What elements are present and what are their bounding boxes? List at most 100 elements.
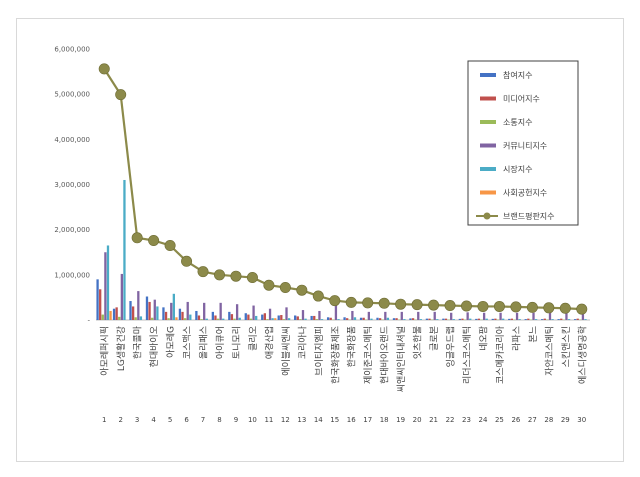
category-label: 잇츠한불 bbox=[412, 326, 424, 359]
bar-커뮤니티지수-22 bbox=[450, 312, 453, 320]
bar-시장지수-20 bbox=[419, 319, 422, 320]
bar-소통지수-22 bbox=[447, 319, 450, 321]
category-number: 17 bbox=[363, 416, 372, 424]
category-label: 코스맥스 bbox=[182, 326, 193, 359]
bar-시장지수-10 bbox=[255, 315, 258, 320]
reputation-point-7 bbox=[197, 266, 209, 278]
y-tick-label: - bbox=[87, 317, 90, 325]
bars bbox=[96, 179, 587, 321]
bar-시장지수-25 bbox=[502, 318, 505, 320]
reputation-point-29 bbox=[559, 302, 571, 314]
bar-미디어지수-1 bbox=[99, 289, 102, 320]
bar-커뮤니티지수-27 bbox=[532, 312, 535, 320]
bar-미디어지수-30 bbox=[576, 318, 579, 320]
bar-커뮤니티지수-13 bbox=[301, 310, 305, 320]
bar-소통지수-10 bbox=[249, 318, 253, 320]
bar-시장지수-23 bbox=[469, 318, 472, 320]
category-label: 씨앤씨인터내셔널 bbox=[396, 326, 407, 392]
bar-참여지수-27 bbox=[524, 319, 527, 320]
bar-시장지수-8 bbox=[222, 318, 225, 320]
bar-소통지수-8 bbox=[216, 318, 220, 320]
reputation-point-28 bbox=[543, 302, 555, 314]
bar-소통지수-28 bbox=[546, 319, 549, 321]
category-label: 아이큐어 bbox=[215, 326, 226, 359]
bar-시장지수-26 bbox=[518, 319, 521, 320]
category-number: 12 bbox=[281, 416, 290, 424]
bar-미디어지수-2 bbox=[115, 307, 118, 320]
bar-소통지수-12 bbox=[282, 319, 286, 320]
category-label: LG생활건강 bbox=[115, 326, 127, 371]
reputation-point-30 bbox=[576, 303, 588, 315]
bar-커뮤니티지수-29 bbox=[565, 313, 568, 320]
category-number: 20 bbox=[413, 416, 422, 424]
reputation-point-16 bbox=[345, 296, 357, 308]
category-label: 에스디생명공학 bbox=[577, 326, 588, 384]
category-number: 3 bbox=[135, 416, 139, 424]
legend-swatch bbox=[480, 73, 496, 77]
bar-커뮤니티지수-24 bbox=[482, 312, 486, 320]
reputation-point-13 bbox=[296, 284, 308, 296]
bar-시장지수-1 bbox=[106, 245, 110, 320]
bar-참여지수-24 bbox=[475, 318, 478, 320]
reputation-point-20 bbox=[411, 299, 423, 311]
legend-swatch bbox=[480, 167, 496, 171]
bar-커뮤니티지수-4 bbox=[153, 299, 156, 320]
bar-시장지수-11 bbox=[271, 318, 274, 320]
bar-참여지수-5 bbox=[162, 307, 165, 320]
category-number: 9 bbox=[234, 416, 238, 424]
category-number: 18 bbox=[380, 416, 389, 424]
y-tick-label: 5,000,000 bbox=[54, 91, 90, 99]
category-number: 14 bbox=[314, 416, 323, 424]
reputation-point-15 bbox=[329, 295, 341, 307]
bar-사회공헌지수-5 bbox=[175, 317, 178, 320]
y-tick-label: 2,000,000 bbox=[54, 226, 90, 234]
category-label: 아모레퍼시픽 bbox=[100, 326, 111, 376]
bar-미디어지수-6 bbox=[181, 311, 184, 320]
bar-소통지수-29 bbox=[562, 319, 565, 321]
reputation-point-8 bbox=[214, 269, 226, 281]
bar-커뮤니티지수-15 bbox=[334, 304, 338, 320]
bar-소통지수-20 bbox=[414, 319, 417, 321]
bar-미디어지수-9 bbox=[230, 314, 234, 320]
bar-참여지수-16 bbox=[343, 317, 346, 320]
bar-미디어지수-14 bbox=[313, 315, 316, 320]
bar-참여지수-4 bbox=[145, 296, 149, 320]
bar-참여지수-10 bbox=[244, 313, 247, 320]
bar-참여지수-18 bbox=[376, 317, 379, 320]
bar-미디어지수-22 bbox=[444, 318, 448, 320]
category-number: 29 bbox=[561, 416, 570, 424]
reputation-point-10 bbox=[246, 272, 258, 284]
category-label: 클리오 bbox=[248, 326, 259, 351]
reputation-point-9 bbox=[230, 270, 242, 282]
bar-소통지수-1 bbox=[101, 314, 104, 320]
reputation-point-23 bbox=[460, 300, 472, 312]
bar-소통지수-23 bbox=[463, 319, 467, 321]
bar-소통지수-19 bbox=[398, 319, 401, 321]
bar-소통지수-16 bbox=[348, 319, 351, 321]
bar-소통지수-6 bbox=[183, 318, 187, 320]
reputation-point-2 bbox=[115, 89, 127, 101]
bar-미디어지수-26 bbox=[510, 318, 513, 320]
bar-참여지수-15 bbox=[326, 317, 330, 320]
legend-label: 미디어지수 bbox=[503, 94, 540, 104]
bar-커뮤니티지수-1 bbox=[104, 252, 107, 320]
category-number: 27 bbox=[528, 416, 537, 424]
y-tick-label: 3,000,000 bbox=[54, 181, 90, 189]
reputation-point-5 bbox=[164, 239, 176, 251]
bar-미디어지수-13 bbox=[296, 316, 299, 320]
bar-커뮤니티지수-26 bbox=[515, 312, 519, 320]
bar-시장지수-18 bbox=[386, 317, 390, 320]
bar-미디어지수-28 bbox=[543, 318, 546, 320]
bar-참여지수-3 bbox=[129, 301, 132, 320]
bar-소통지수-2 bbox=[118, 316, 121, 320]
bar-미디어지수-21 bbox=[428, 318, 431, 320]
reputation-point-4 bbox=[148, 235, 160, 247]
bar-미디어지수-16 bbox=[346, 318, 349, 320]
bar-참여지수-17 bbox=[359, 317, 363, 320]
bar-커뮤니티지수-21 bbox=[433, 311, 436, 320]
bar-시장지수-29 bbox=[567, 319, 571, 320]
bar-참여지수-8 bbox=[211, 311, 214, 320]
bar-참여지수-13 bbox=[294, 315, 297, 320]
bar-미디어지수-3 bbox=[131, 306, 135, 320]
